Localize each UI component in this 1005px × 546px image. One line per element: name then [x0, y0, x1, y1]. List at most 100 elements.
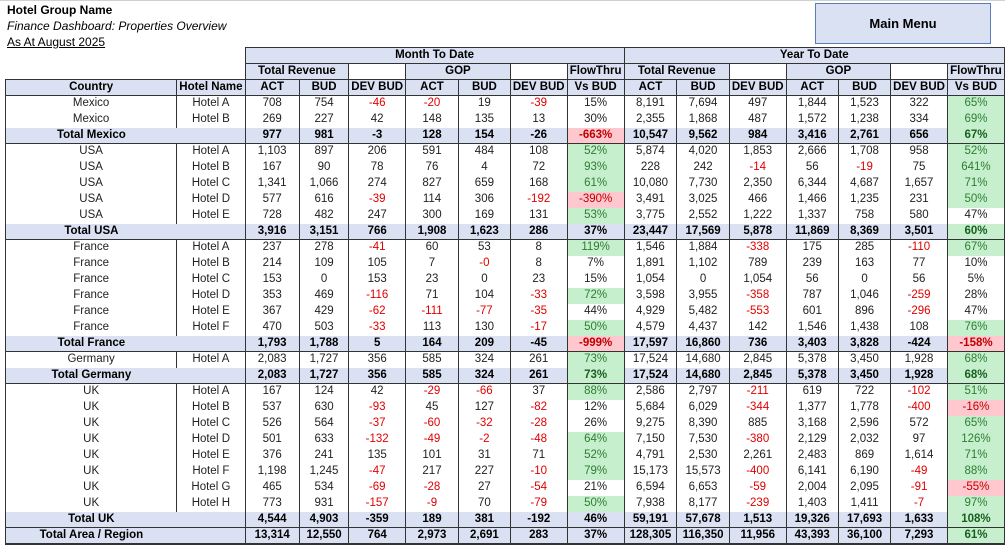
ytd-flowthru-cell: 61%: [946, 527, 1005, 545]
ytd-rev-dev-cell: 984: [728, 127, 787, 144]
mtd-gop-dev-cell: 13: [509, 111, 568, 128]
mtd-gop-act-cell: 164: [405, 335, 459, 352]
mtd-rev-dev-cell: -359: [348, 511, 407, 528]
table-row: Mexico Hotel A 708 754 -46 -20 19 -39 15% 8,191 7,…: [4, 95, 1005, 112]
ytd-flowthru-cell: 52%: [946, 143, 1005, 160]
mtd-rev-bud-cell: 564: [298, 415, 350, 432]
mtd-rev-act-cell: 353: [244, 287, 300, 304]
ytd-rev-act-cell: 8,191: [623, 95, 678, 112]
main-menu-button[interactable]: Main Menu: [815, 3, 991, 44]
hotel-name-cell: Hotel E: [176, 303, 246, 320]
ytd-flowthru-cell: 50%: [946, 191, 1005, 208]
ytd-rev-act-cell: 1,054: [623, 271, 678, 288]
mtd-rev-dev-cell: -62: [348, 303, 407, 320]
col-mtd-rev-bud: BUD: [298, 79, 350, 96]
mtd-rev-bud-cell: 754: [298, 95, 350, 112]
mtd-gop-act-cell: 71: [405, 287, 459, 304]
mtd-rev-bud-cell: 124: [298, 383, 350, 400]
ytd-flowthru-cell: 68%: [946, 351, 1005, 368]
mtd-gop-dev-cell: 261: [509, 351, 568, 368]
ytd-rev-bud-cell: 1,102: [676, 255, 730, 272]
ytd-rev-bud-cell: 2,530: [676, 447, 730, 464]
mtd-rev-dev-cell: 766: [348, 223, 407, 240]
ytd-rev-bud-cell: 7,694: [676, 95, 730, 112]
country-cell: UK: [4, 447, 178, 464]
mtd-flowthru-cell: 53%: [566, 207, 625, 224]
mtd-gop-bud-cell: 227: [457, 463, 511, 480]
ytd-rev-act-cell: 5,874: [623, 143, 678, 160]
mtd-rev-dev-cell: -39: [348, 191, 407, 208]
total-row: Total USA 3,916 3,151 766 1,908 1,623 286 37% 23…: [4, 223, 1005, 240]
ytd-gop-dev-cell: -400: [890, 399, 948, 416]
country-cell: France: [4, 319, 178, 336]
mtd-rev-act-cell: 153: [244, 271, 300, 288]
mtd-rev-bud-cell: 1,245: [298, 463, 350, 480]
ytd-rev-act-cell: 9,275: [623, 415, 678, 432]
mtd-gop-bud-cell: 0: [457, 271, 511, 288]
hotel-name-cell: Hotel A: [176, 143, 246, 160]
mtd-gop-bud-cell: 31: [457, 447, 511, 464]
mtd-gop-act-cell: 217: [405, 463, 459, 480]
ytd-rev-act-cell: 23,447: [623, 223, 678, 240]
total-label: Total USA: [4, 223, 177, 240]
mtd-rev-dev-cell: -116: [348, 287, 407, 304]
mtd-gop-act-cell: 101: [405, 447, 459, 464]
mtd-rev-dev-cell: -37: [348, 415, 407, 432]
mtd-flowthru-cell: 50%: [566, 495, 625, 512]
mtd-flowthru-cell: 37%: [566, 527, 625, 545]
mtd-rev-act-cell: 214: [244, 255, 300, 272]
ytd-rev-bud-cell: 1,884: [676, 239, 730, 256]
ytd-rev-dev-cell: -553: [728, 303, 787, 320]
properties-table: Month To Date Year To Date Total Revenue…: [4, 47, 1005, 545]
mtd-rev-bud-cell: 469: [298, 287, 350, 304]
mtd-flowthru-cell: 44%: [566, 303, 625, 320]
mtd-rev-dev-cell: 135: [348, 447, 407, 464]
ytd-rev-dev-cell: 1,513: [728, 511, 787, 528]
ytd-rev-act-cell: 10,080: [623, 175, 678, 192]
mtd-gop-bud-cell: 381: [457, 511, 511, 528]
country-cell: France: [4, 287, 178, 304]
mtd-gop-dev-cell: -54: [509, 479, 568, 496]
ytd-rev-dev-cell: -380: [728, 431, 787, 448]
ytd-flowthru-cell: -158%: [946, 335, 1005, 352]
ytd-gop-act-cell: 3,416: [785, 127, 839, 144]
country-cell: USA: [4, 159, 178, 176]
ytd-flowthru-cell: 97%: [946, 495, 1005, 512]
hotel-name-cell: Hotel F: [176, 463, 246, 480]
ytd-gop-act-cell: 1,466: [785, 191, 839, 208]
hotel-name-cell: Hotel C: [176, 271, 246, 288]
mtd-rev-dev-cell: -93: [348, 399, 407, 416]
col-mtd-gop-dev: DEV BUD: [509, 79, 568, 96]
ytd-rev-dev-cell: -400: [728, 463, 787, 480]
as-at-date: As At August 2025: [7, 35, 106, 49]
mtd-gop-dev-cell: 131: [509, 207, 568, 224]
ytd-rev-dev-cell: -59: [728, 479, 787, 496]
blank-cell: [176, 511, 246, 528]
spacer: [6, 64, 246, 80]
ytd-flowthru-group: FlowThru: [946, 63, 1005, 80]
ytd-gop-act-cell: 1,337: [785, 207, 839, 224]
country-cell: France: [4, 255, 178, 272]
ytd-rev-bud-cell: 16,860: [676, 335, 730, 352]
total-row: Total Mexico 977 981 -3 128 154 -26 -663% 10,547…: [4, 127, 1005, 144]
mtd-gop-act-cell: 45: [405, 399, 459, 416]
mtd-rev-act-cell: 537: [244, 399, 300, 416]
country-cell: USA: [4, 207, 178, 224]
mtd-gop-dev-cell: -35: [509, 303, 568, 320]
ytd-gop-bud-cell: 722: [837, 383, 892, 400]
ytd-rev-act-cell: 1,891: [623, 255, 678, 272]
ytd-gop-bud-cell: 6,190: [837, 463, 892, 480]
mtd-rev-dev-cell: 5: [348, 335, 407, 352]
mtd-flowthru-cell: 30%: [566, 111, 625, 128]
ytd-gop-dev-cell: 75: [890, 159, 948, 176]
ytd-rev-dev-cell: 1,853: [728, 143, 787, 160]
ytd-rev-bud-cell: 14,680: [676, 367, 730, 384]
mtd-rev-dev-cell: -41: [348, 239, 407, 256]
total-row: Total UK 4,544 4,903 -359 189 381 -192 46% 59,19…: [4, 511, 1005, 528]
ytd-rev-dev-cell: 1,054: [728, 271, 787, 288]
ytd-flowthru-cell: 5%: [946, 271, 1005, 288]
total-row: Total Germany 2,083 1,727 356 585 324 261 73% 17…: [4, 367, 1005, 384]
mtd-gop-bud-cell: 53: [457, 239, 511, 256]
ytd-gop-dev-cell: 56: [890, 271, 948, 288]
ytd-gop-act-cell: 787: [785, 287, 839, 304]
